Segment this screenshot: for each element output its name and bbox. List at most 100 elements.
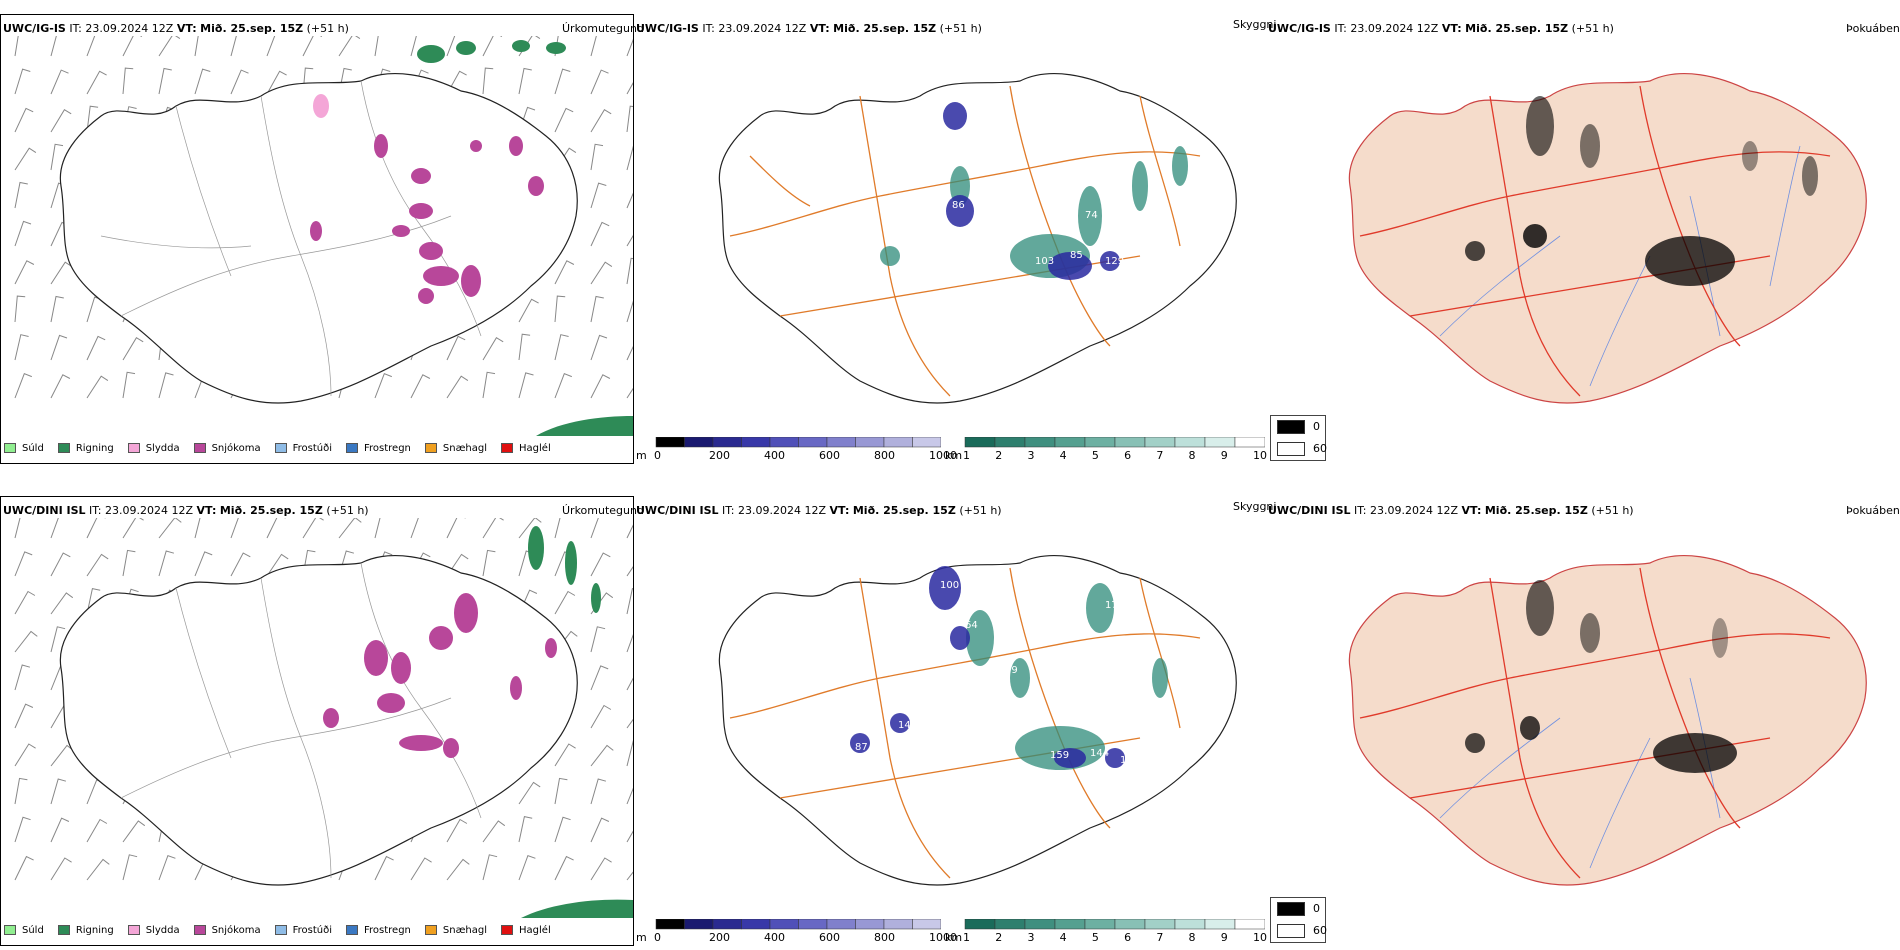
wind-barb: [554, 855, 574, 881]
wind-barb: [518, 372, 534, 399]
legend-label: Slydda: [145, 442, 180, 454]
wind-barb: [86, 105, 99, 133]
wind-barb: [158, 854, 176, 881]
colorbar-segment: [655, 437, 685, 448]
colorbar-segment: [769, 919, 799, 930]
wind-barb: [86, 296, 103, 323]
wind-barb: [86, 375, 109, 399]
wind-barb: [410, 518, 419, 539]
fog-legend-bottom: 0 60: [1270, 897, 1327, 943]
wind-barb: [374, 518, 381, 539]
wind-barb: [518, 333, 531, 361]
vis-colorbar-km-bottom: [964, 919, 1265, 930]
wind-barb: [14, 220, 32, 247]
legend-label: Snæhagl: [442, 924, 488, 936]
vis-colorbar-m-top: [655, 437, 941, 448]
wind-barb: [590, 36, 597, 57]
precip-legend-bottom: Súld Rigning Slydda Snjókoma Frostúði Frostre…: [4, 919, 565, 941]
colorbar-segment: [684, 437, 714, 448]
wind-barb: [590, 69, 609, 95]
fog-map-bottom: [1348, 554, 1867, 886]
vis-value-label: 144: [898, 720, 917, 731]
vis-value-label: 74: [1085, 210, 1098, 221]
colorbar-segment: [964, 919, 996, 930]
wind-barb: [590, 261, 613, 285]
wind-barb: [14, 334, 29, 361]
wind-barb: [122, 36, 143, 57]
wind-barb: [122, 371, 136, 399]
colorbar-tick: 4: [1059, 449, 1067, 462]
legend-swatch: [57, 925, 70, 935]
wind-barb: [482, 518, 504, 539]
precip-map-bottom: [14, 518, 633, 918]
vis-value-label: 135: [1120, 755, 1139, 766]
fog-map-top: [1348, 72, 1867, 404]
colorbar-segment: [1114, 919, 1146, 930]
wind-barb: [158, 518, 182, 539]
wind-barb: [446, 36, 456, 57]
wind-barb: [14, 551, 33, 577]
vis-very-low-blue: [850, 566, 1125, 768]
wind-barb: [554, 518, 561, 539]
panel-title-precip-bottom: Úrkomutegund: [562, 504, 644, 517]
wind-barb: [50, 592, 74, 615]
legend-swatch: [4, 443, 16, 453]
wind-barb: [626, 82, 633, 95]
colorbar-segment: [1174, 437, 1206, 448]
colorbar-tick: 3: [1027, 449, 1035, 462]
wind-barb: [14, 703, 34, 729]
precip-snow: [323, 593, 557, 758]
wind-barb: [14, 68, 31, 95]
colorbar-segment: [712, 919, 742, 930]
legend-item: Frostregn: [346, 443, 411, 454]
wind-barb: [194, 68, 211, 95]
wind-barb: [626, 387, 633, 399]
wind-barb: [482, 337, 504, 361]
visibility-map-top: 86 100 103 85 129 74 23: [718, 72, 1237, 404]
colorbar-tick: 1000: [929, 931, 957, 944]
wind-barb: [50, 857, 72, 881]
wind-barb: [14, 816, 31, 843]
colorbar-segment: [712, 437, 742, 448]
colorbar-segment: [1204, 919, 1236, 930]
wind-barb: [14, 373, 32, 399]
wind-barb: [302, 36, 323, 57]
legend-label: Súld: [22, 442, 44, 454]
wind-barb: [626, 677, 633, 691]
colorbar-tick: 8: [1188, 449, 1196, 462]
iceland-outline: [718, 72, 1237, 404]
wind-barb: [554, 68, 571, 95]
colorbar-tick: 400: [764, 449, 785, 462]
wind-barb: [446, 375, 469, 399]
wind-barb: [410, 857, 432, 881]
wind-barb: [374, 855, 394, 881]
wind-barb: [50, 374, 71, 399]
colorbar-tick: 5: [1091, 931, 1099, 944]
wind-barb: [518, 816, 533, 843]
colorbar-segment: [1114, 437, 1146, 448]
colorbar-tick: 6: [1124, 449, 1132, 462]
panel-header-vis-bottom: UWC/DINI ISL IT: 23.09.2024 12Z VT: Mið.…: [636, 504, 1002, 517]
wind-barb: [590, 295, 604, 323]
colorbar-segment: [964, 437, 996, 448]
legend-swatch: [346, 443, 358, 453]
vis-value-label: 64: [965, 620, 978, 631]
wind-barb: [626, 588, 633, 615]
legend-item: Haglél: [501, 925, 551, 936]
wind-barb: [626, 257, 633, 285]
wind-barb: [626, 145, 633, 171]
fog-shading: [1465, 580, 1737, 773]
legend-label: Haglél: [519, 924, 551, 936]
legend-item: Snjókoma: [193, 925, 261, 936]
wind-barb: [50, 778, 67, 805]
wind-barb: [518, 854, 536, 881]
legend-swatch: [501, 925, 514, 935]
colorbar-tick: 5: [1091, 449, 1099, 462]
colorbar-segment: [1144, 919, 1176, 930]
legend-label: Haglél: [519, 442, 551, 454]
wind-barb: [482, 36, 503, 57]
legend-item: Frostúði: [274, 443, 332, 454]
vis-colorbar-km-top: [964, 437, 1265, 448]
colorbar-tick: 9: [1220, 449, 1228, 462]
colorbar-segment: [741, 437, 771, 448]
